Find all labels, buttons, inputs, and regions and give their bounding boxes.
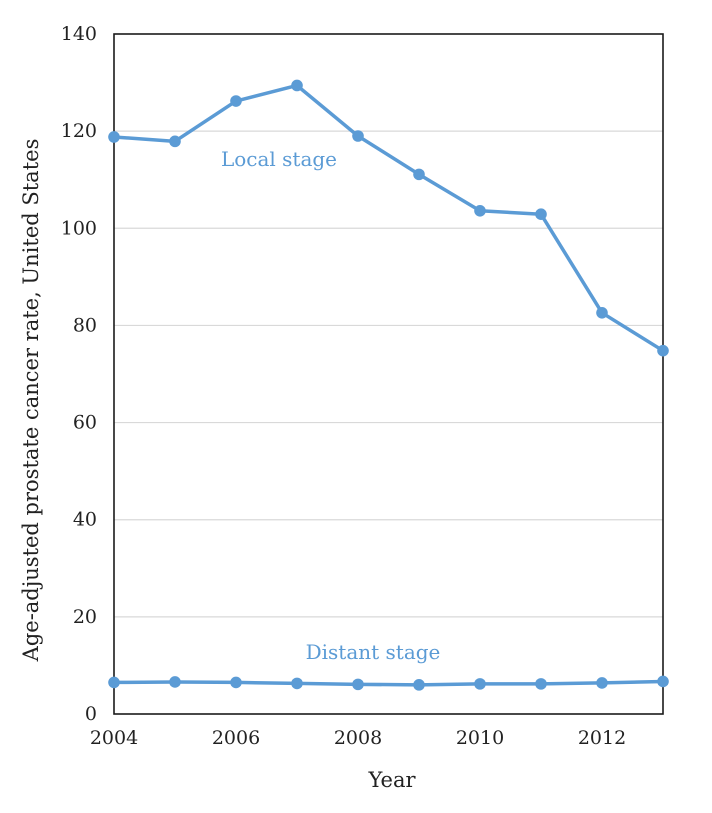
data-point-local-stage-2010	[474, 205, 486, 217]
data-point-distant-stage-2012	[596, 677, 608, 689]
y-tick-label-40: 40	[73, 509, 97, 531]
x-tick-label-2006: 2006	[212, 727, 260, 749]
data-point-distant-stage-2008	[352, 678, 364, 691]
data-point-distant-stage-2009	[413, 679, 425, 691]
data-point-local-stage-2005	[169, 135, 181, 148]
y-axis-ticks: 0 20 40 60 80 100 120 140	[61, 23, 97, 725]
data-point-distant-stage-2013	[657, 675, 669, 688]
data-point-distant-stage-2005	[169, 676, 181, 688]
gridlines	[114, 130, 663, 618]
y-tick-label-0: 0	[85, 703, 97, 725]
x-tick-label-2004: 2004	[90, 727, 138, 749]
x-tick-label-2012: 2012	[578, 727, 626, 749]
data-point-local-stage-2007	[291, 79, 303, 92]
y-axis-title: Age-adjusted prostate cancer rate, Unite…	[19, 139, 43, 663]
y-tick-label-60: 60	[73, 412, 97, 434]
data-point-local-stage-2011	[535, 208, 547, 220]
y-tick-label-100: 100	[61, 217, 97, 239]
data-point-local-stage-2008	[352, 130, 364, 142]
data-point-local-stage-2012	[596, 307, 608, 319]
data-point-local-stage-2009	[413, 168, 425, 181]
data-point-distant-stage-2004	[108, 676, 120, 689]
y-tick-label-140: 140	[61, 23, 97, 45]
plot-frame	[113, 33, 664, 715]
x-tick-label-2010: 2010	[456, 727, 504, 749]
y-tick-label-80: 80	[73, 314, 97, 336]
data-point-local-stage-2013	[657, 344, 669, 357]
series-label-local-stage: Local stage	[221, 147, 337, 171]
x-axis-ticks: 2004 2006 2008 2010 2012	[90, 727, 626, 749]
data-point-local-stage-2006	[230, 95, 242, 107]
data-point-distant-stage-2010	[474, 678, 486, 690]
y-tick-label-120: 120	[61, 120, 97, 142]
y-tick-label-20: 20	[73, 606, 97, 628]
data-point-local-stage-2004	[108, 131, 120, 143]
x-axis-title: Year	[367, 768, 416, 792]
series-line-local-stage	[112, 83, 665, 353]
series-group	[108, 79, 669, 691]
series-line-distant-stage	[112, 679, 665, 687]
series-label-distant-stage: Distant stage	[306, 640, 441, 664]
x-tick-label-2008: 2008	[334, 727, 382, 749]
data-point-distant-stage-2011	[535, 678, 547, 690]
data-point-distant-stage-2007	[291, 677, 303, 690]
data-point-distant-stage-2006	[230, 676, 242, 689]
